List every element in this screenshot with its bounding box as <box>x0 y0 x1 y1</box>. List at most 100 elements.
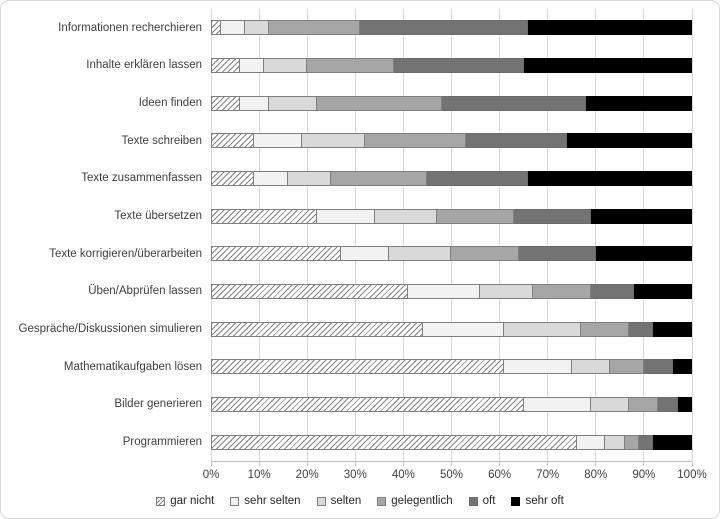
legend-label-gelegentlich: gelegentlich <box>391 495 453 507</box>
legend-label-selten: selten <box>330 495 362 507</box>
bar-segment-gelegentlich <box>581 321 630 337</box>
bar-segment-sehr-oft <box>677 396 692 412</box>
gridline <box>258 9 260 461</box>
gridline <box>451 9 452 461</box>
bar-segment-selten <box>605 434 625 450</box>
bar-track <box>211 95 692 111</box>
bar-segment-sehr-selten <box>523 396 591 412</box>
bar-segment-gar-nicht <box>211 57 240 73</box>
category-label-mathematikaufgaben-l-sen: Mathematikaufgaben lösen <box>63 360 202 373</box>
gridline <box>643 9 645 461</box>
axis-tick <box>451 462 452 466</box>
bar-segment-gelegentlich <box>451 246 519 262</box>
bar-segment-sehr-oft <box>653 434 692 450</box>
bar-segment-gar-nicht <box>211 321 423 337</box>
bar-segment-sehr-selten <box>220 20 245 36</box>
bar-segment-gelegentlich <box>316 95 442 111</box>
legend-label-oft: oft <box>482 495 496 507</box>
axis-tick-label: 20% <box>295 469 319 481</box>
category-label-gespr-che-diskussionen-simulieren: Gespräche/Diskussionen simulieren <box>18 323 202 336</box>
bar-segment-sehr-selten <box>422 321 505 337</box>
axis-tick-label: 0% <box>202 469 220 481</box>
gridline <box>402 9 404 461</box>
bar-segment-sehr-selten <box>576 434 606 450</box>
bar-segment-selten <box>480 283 534 299</box>
bar-segment-oft <box>518 246 596 262</box>
category-label-texte-schreiben: Texte schreiben <box>121 134 202 147</box>
bar-segment-selten <box>287 170 332 186</box>
legend-item-oft: oft <box>468 495 496 507</box>
legend-item-gar-nicht: gar nicht <box>156 495 214 507</box>
legend-item-sehr-selten: sehr selten <box>230 495 301 507</box>
bar-segment-sehr-selten <box>239 57 264 73</box>
plot-area: Informationen recherchieren Inhalte erklä… <box>19 9 693 462</box>
axis-tick-label: 40% <box>391 469 415 481</box>
bar-track <box>211 170 692 186</box>
bar-segment-sehr-selten <box>504 359 572 375</box>
bar-segment-gar-nicht <box>211 20 221 36</box>
axis-tick <box>691 462 693 466</box>
legend-swatch-oft <box>468 496 478 506</box>
bar-segment-sehr-oft <box>672 359 692 375</box>
bar-segment-gar-nicht <box>211 133 255 149</box>
bar-segment-gar-nicht <box>211 359 505 375</box>
chart-rows: Informationen recherchieren Inhalte erklä… <box>19 9 692 461</box>
x-axis: 0% 10% 20% 30% 40% 50% 60% 70% 80% 90% 100% <box>203 462 707 486</box>
legend-item-selten: selten <box>316 495 362 507</box>
chart-row: Gespräche/Diskussionen simulieren <box>19 310 692 348</box>
axis-tick <box>499 462 501 466</box>
gridline <box>499 9 501 461</box>
bar-track <box>211 283 692 299</box>
axis-tick-label: 50% <box>439 469 464 481</box>
bar-segment-selten <box>263 57 308 73</box>
axis-tick <box>306 462 308 466</box>
bar-segment-selten <box>504 321 582 337</box>
category-label-texte-bersetzen: Texte übersetzen <box>114 210 202 223</box>
bar-segment-selten <box>388 246 452 262</box>
axis-tick <box>643 462 645 466</box>
bar-segment-gar-nicht <box>211 95 240 111</box>
bar-segment-sehr-selten <box>239 95 269 111</box>
chart-row: Texte zusammenfassen <box>81 160 692 198</box>
axis-tick <box>258 462 260 466</box>
bar-segment-sehr-oft <box>528 20 692 36</box>
category-label-texte-zusammenfassen: Texte zusammenfassen <box>81 172 202 185</box>
chart-row: Texte schreiben <box>121 122 692 160</box>
bar-segment-sehr-selten <box>408 283 481 299</box>
gridline <box>595 9 597 461</box>
bar-track <box>211 246 692 262</box>
bar-segment-oft <box>590 283 635 299</box>
axis-tick-label: 100% <box>677 469 707 481</box>
gridline <box>306 9 308 461</box>
bar-segment-gelegentlich <box>533 283 591 299</box>
gridline <box>210 9 212 461</box>
chart-row: Informationen recherchieren <box>58 9 692 47</box>
bar-segment-gelegentlich <box>307 57 394 73</box>
legend-swatch-sehr-oft <box>511 496 521 506</box>
bar-segment-sehr-oft <box>528 170 692 186</box>
bar-segment-sehr-selten <box>340 246 389 262</box>
bar-segment-sehr-selten <box>254 133 303 149</box>
bar-track <box>211 396 692 412</box>
category-label--ben-abpr-fen-lassen: Üben/Abprüfen lassen <box>88 285 202 298</box>
axis-tick-label: 10% <box>247 469 271 481</box>
chart-row: Mathematikaufgaben lösen <box>64 348 692 386</box>
bar-segment-gelegentlich <box>268 20 361 36</box>
bar-segment-selten <box>374 208 438 224</box>
bar-segment-oft <box>629 321 654 337</box>
bar-segment-gelegentlich <box>437 208 514 224</box>
bar-segment-oft <box>427 170 529 186</box>
bar-segment-sehr-oft <box>634 283 692 299</box>
bar-track <box>211 57 692 73</box>
bar-track <box>211 359 692 375</box>
axis-tick-label: 70% <box>536 469 560 481</box>
chart-row: Üben/Abprüfen lassen <box>88 273 692 311</box>
axis-tick <box>402 462 404 466</box>
legend-label-sehr-oft: sehr oft <box>525 495 564 507</box>
axis-tick <box>547 462 549 466</box>
bar-segment-gelegentlich <box>629 396 659 412</box>
bar-segment-oft <box>514 208 591 224</box>
bar-segment-selten <box>571 359 611 375</box>
gridline <box>691 9 693 461</box>
